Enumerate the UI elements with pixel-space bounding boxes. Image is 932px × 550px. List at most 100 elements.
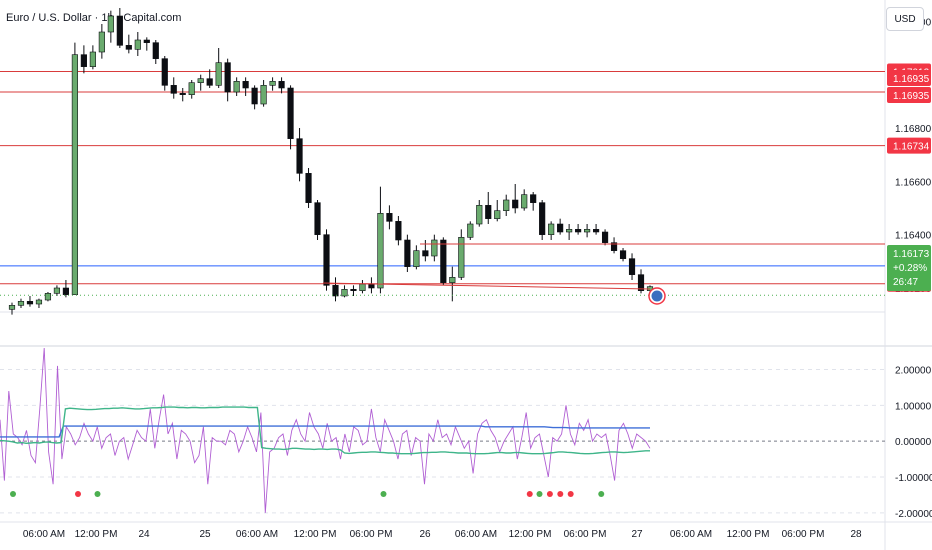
candle-body <box>287 87 294 139</box>
candle-body <box>197 78 204 83</box>
signal-dot <box>536 491 543 497</box>
candle-body <box>449 277 456 283</box>
candle-body <box>548 223 555 235</box>
signal-dot <box>380 491 387 497</box>
time-tick-label: 28 <box>850 529 862 540</box>
candle-body <box>575 229 582 233</box>
candle-body <box>215 62 222 86</box>
candle-body <box>458 237 465 278</box>
last-price-tag-text: +0.28% <box>893 263 927 274</box>
candle-body <box>314 202 321 235</box>
price-tick-label: 1.16400 <box>895 231 932 242</box>
last-price-tag-text: 26:47 <box>893 277 918 288</box>
time-tick-label: 06:00 AM <box>670 529 712 540</box>
price-tag-text: 1.16935 <box>893 74 930 85</box>
candle-body <box>35 299 43 305</box>
candle-body <box>116 15 123 46</box>
osc-series-line <box>0 406 650 455</box>
time-tick-label: 06:00 AM <box>23 529 65 540</box>
candle-body <box>440 239 447 283</box>
candle-body <box>476 205 483 225</box>
candle-body <box>350 289 357 291</box>
candle-body <box>368 283 375 289</box>
price-tick-label: 1.16600 <box>895 177 932 188</box>
candle-body <box>53 287 61 294</box>
candle-body <box>395 221 402 241</box>
signal-dot <box>546 491 553 497</box>
candle-body <box>179 93 186 95</box>
time-tick-label: 27 <box>631 529 643 540</box>
candle-body <box>161 58 168 86</box>
signal-dot <box>557 491 564 497</box>
signal-dot <box>526 491 533 497</box>
candle-body <box>323 234 330 286</box>
candle-body <box>125 45 132 50</box>
last-price-tag <box>887 245 931 291</box>
chart-title: Euro / U.S. Dollar · 1h · Capital.com <box>6 12 181 24</box>
candle-body <box>377 213 384 289</box>
candle-body <box>152 42 159 59</box>
price-tag-text: 1.16935 <box>893 91 930 102</box>
candle-body <box>206 78 213 86</box>
candle-body <box>592 229 600 233</box>
price-tag <box>887 87 931 103</box>
candle-body <box>62 287 70 295</box>
signal-dot <box>94 491 101 497</box>
signal-dot <box>10 491 16 497</box>
candle-body <box>467 223 474 238</box>
time-tick-label: 06:00 PM <box>350 529 393 540</box>
candle-body <box>566 229 573 233</box>
osc-tick-label: 0.00000 <box>895 437 932 448</box>
candle-body <box>80 54 87 67</box>
candle-body <box>413 250 420 267</box>
candle-body <box>628 258 636 275</box>
candle-body <box>619 250 627 259</box>
osc-tick-label: -1.00000 <box>895 473 932 484</box>
candle-body <box>485 205 492 219</box>
time-tick-label: 26 <box>419 529 431 540</box>
candle-body <box>503 199 510 211</box>
time-tick-label: 12:00 PM <box>75 529 118 540</box>
candle-body <box>89 51 96 67</box>
candle-body <box>530 194 537 203</box>
signal-dot <box>598 491 605 497</box>
candle-body <box>610 242 618 251</box>
time-tick-label: 24 <box>138 529 150 540</box>
time-tick-label: 12:00 PM <box>727 529 770 540</box>
price-tick-label: 1.16800 <box>895 124 932 135</box>
candle-body <box>332 285 339 297</box>
candle-body <box>601 231 609 243</box>
osc-series-line <box>0 425 650 438</box>
candle-body <box>71 54 78 295</box>
candle-body <box>134 39 141 50</box>
candle-body <box>296 138 303 174</box>
candle-body <box>386 213 393 222</box>
last-price-tag-text: 1.16173 <box>893 249 930 260</box>
candle-body <box>584 229 591 233</box>
currency-button[interactable]: USD <box>886 7 924 31</box>
price-tag <box>887 137 931 154</box>
time-tick-label: 06:00 AM <box>236 529 278 540</box>
price-tag-text: 1.16734 <box>893 142 930 153</box>
candle-body <box>242 81 249 89</box>
time-tick-label: 12:00 PM <box>294 529 337 540</box>
candle-body <box>107 15 114 33</box>
time-tick-label: 06:00 PM <box>782 529 825 540</box>
candle-body <box>143 39 150 43</box>
time-tick-label: 25 <box>199 529 211 540</box>
globe-icon <box>648 287 666 305</box>
candle-body <box>26 301 34 305</box>
candle-body <box>341 289 348 297</box>
candle-body <box>188 82 195 95</box>
osc-tick-label: 1.00000 <box>895 401 932 412</box>
price-tag <box>887 70 931 86</box>
candle-body <box>305 173 312 203</box>
candle-body <box>539 202 546 235</box>
candle-body <box>557 223 564 233</box>
candle-body <box>8 305 16 310</box>
candle-body <box>359 283 366 291</box>
trend-line <box>322 282 651 290</box>
candle-body <box>494 210 501 219</box>
candle-body <box>512 199 519 209</box>
